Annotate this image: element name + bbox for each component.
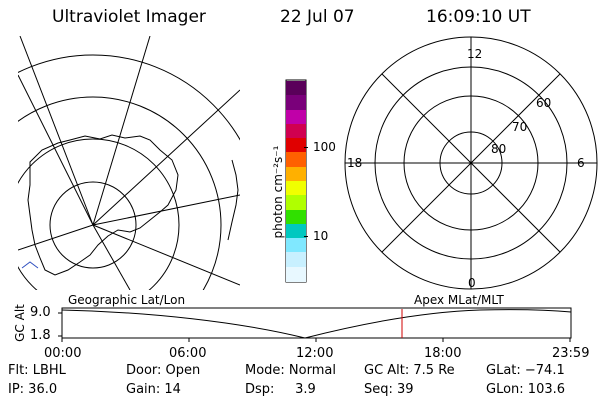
colorbar-cell <box>286 252 306 268</box>
mlat-label-60: 60 <box>536 96 552 110</box>
colorbar-cell <box>286 152 306 168</box>
timeline-x-tick: 06:00 <box>169 346 207 361</box>
colorbar-cell <box>286 195 306 211</box>
instrument-title: Ultraviolet Imager <box>52 7 206 27</box>
timeline-x-tick: 18:00 <box>424 346 462 361</box>
colorbar-tick-mark <box>304 147 308 148</box>
info-mode: Mode: Normal <box>245 363 336 378</box>
colorbar-cell <box>286 81 306 96</box>
timeline-x-tick: 00:00 <box>44 346 82 361</box>
timeline-plot <box>58 307 572 342</box>
left-panel-caption: Geographic Lat/Lon <box>68 293 186 307</box>
timeline-x-tick: 23:59 <box>552 346 590 361</box>
right-panel-caption: Apex MLat/MLT <box>414 293 504 307</box>
info-glon: GLon: 103.6 <box>486 382 566 397</box>
info-seq: Seq: 39 <box>364 382 414 397</box>
mlat-mlt-polar-grid <box>344 36 598 290</box>
mlt-label-18: 18 <box>347 156 363 170</box>
colorbar-cell <box>286 166 306 182</box>
mlt-label-12: 12 <box>467 47 483 61</box>
timeline-x-tick: 12:00 <box>296 346 334 361</box>
colorbar-cell <box>286 266 306 282</box>
colorbar-cell <box>286 109 306 125</box>
timeline-y-tick-1.8: 1.8 <box>30 328 51 343</box>
colorbar-tick-10: 10 <box>313 229 329 243</box>
colorbar-cell <box>286 138 306 154</box>
colorbar-tick-mark <box>304 236 308 237</box>
mlat-label-80: 80 <box>491 142 507 156</box>
colorbar-cell <box>286 209 306 225</box>
timeline-y-axis-label: GC Alt <box>13 304 27 342</box>
info-filter: Flt: LBHL <box>8 363 66 378</box>
colorbar-cell <box>286 123 306 139</box>
mlat-label-70: 70 <box>512 120 528 134</box>
colorbar-cell <box>286 223 306 239</box>
date-label: 22 Jul 07 <box>280 7 355 27</box>
time-label: 16:09:10 UT <box>426 7 531 27</box>
mlt-label-0: 0 <box>468 276 476 290</box>
mlt-label-6: 6 <box>577 156 585 170</box>
info-dsp: Dsp: 3.9 <box>245 382 316 397</box>
info-gc-alt: GC Alt: 7.5 Re <box>364 363 455 378</box>
colorbar-cell <box>286 95 306 111</box>
info-ip: IP: 36.0 <box>8 382 58 397</box>
timeline-y-tick-9: 9.0 <box>30 305 51 320</box>
colorbar-cell <box>286 238 306 254</box>
geographic-map <box>18 36 240 290</box>
colorbar-unit-label: photon cm⁻²s⁻¹ <box>271 145 285 239</box>
colorbar-cell <box>286 181 306 196</box>
colorbar-tick-100: 100 <box>313 140 336 154</box>
info-gain: Gain: 14 <box>126 382 181 397</box>
info-glat: GLat: −74.1 <box>486 363 565 378</box>
info-door: Door: Open <box>126 363 201 378</box>
